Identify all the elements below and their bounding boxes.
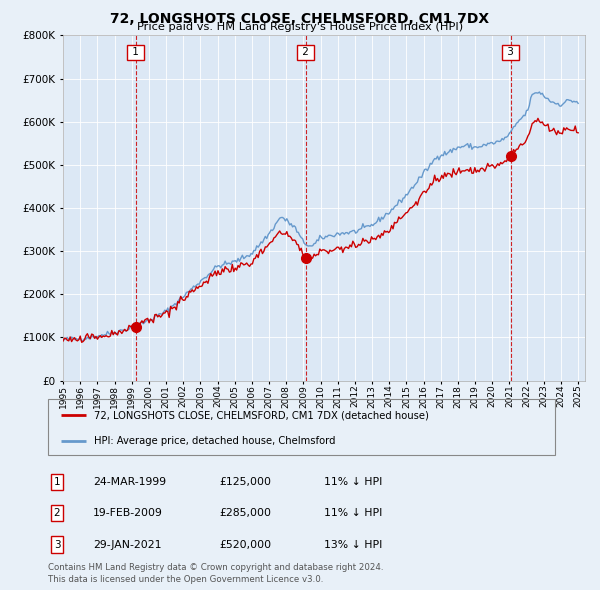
- Text: £285,000: £285,000: [219, 509, 271, 518]
- Text: This data is licensed under the Open Government Licence v3.0.: This data is licensed under the Open Gov…: [48, 575, 323, 584]
- Text: 1: 1: [129, 47, 142, 57]
- Text: HPI: Average price, detached house, Chelmsford: HPI: Average price, detached house, Chel…: [94, 437, 335, 447]
- Text: 11% ↓ HPI: 11% ↓ HPI: [324, 509, 382, 518]
- Text: 3: 3: [504, 47, 517, 57]
- Text: 24-MAR-1999: 24-MAR-1999: [93, 477, 166, 487]
- Text: 2: 2: [53, 509, 61, 518]
- Text: 2: 2: [299, 47, 312, 57]
- Text: £125,000: £125,000: [219, 477, 271, 487]
- Text: 11% ↓ HPI: 11% ↓ HPI: [324, 477, 382, 487]
- Text: 29-JAN-2021: 29-JAN-2021: [93, 540, 161, 549]
- Text: Price paid vs. HM Land Registry's House Price Index (HPI): Price paid vs. HM Land Registry's House …: [137, 22, 463, 32]
- Text: 72, LONGSHOTS CLOSE, CHELMSFORD, CM1 7DX: 72, LONGSHOTS CLOSE, CHELMSFORD, CM1 7DX: [110, 12, 490, 26]
- Text: 19-FEB-2009: 19-FEB-2009: [93, 509, 163, 518]
- Text: 13% ↓ HPI: 13% ↓ HPI: [324, 540, 382, 549]
- Text: 1: 1: [53, 477, 61, 487]
- Text: 3: 3: [53, 540, 61, 549]
- Text: Contains HM Land Registry data © Crown copyright and database right 2024.: Contains HM Land Registry data © Crown c…: [48, 563, 383, 572]
- Text: £520,000: £520,000: [219, 540, 271, 549]
- Text: 72, LONGSHOTS CLOSE, CHELMSFORD, CM1 7DX (detached house): 72, LONGSHOTS CLOSE, CHELMSFORD, CM1 7DX…: [94, 410, 428, 420]
